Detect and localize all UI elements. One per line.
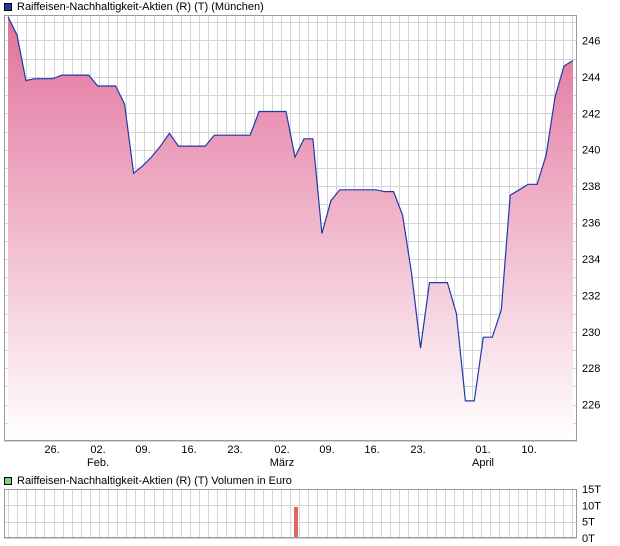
volume-legend-swatch — [4, 477, 12, 485]
x-tick-label: 23. — [227, 444, 242, 456]
volume-bar — [294, 507, 298, 538]
volume-y-tick-label: 15T — [582, 484, 601, 496]
y-tick-label: 234 — [582, 254, 600, 266]
volume-y-tick-label: 5T — [582, 517, 595, 529]
y-tick-label: 226 — [582, 400, 600, 412]
price-legend-swatch — [4, 3, 12, 11]
price-legend-label: Raiffeisen-Nachhaltigkeit-Aktien (R) (T)… — [17, 1, 264, 13]
price-line — [7, 16, 574, 402]
y-tick-label: 242 — [582, 108, 600, 120]
x-tick-label: 16. — [181, 444, 196, 456]
x-tick-label: 16. — [364, 444, 379, 456]
y-tick-label: 232 — [582, 290, 600, 302]
y-tick-label: 240 — [582, 145, 600, 157]
volume-legend: Raiffeisen-Nachhaltigkeit-Aktien (R) (T)… — [4, 474, 292, 488]
x-month-label: Feb. — [87, 457, 109, 469]
x-month-label: März — [270, 457, 294, 469]
y-tick-label: 228 — [582, 363, 600, 375]
price-legend: Raiffeisen-Nachhaltigkeit-Aktien (R) (T)… — [4, 0, 264, 14]
y-tick-label: 244 — [582, 72, 600, 84]
price-area — [8, 16, 573, 442]
price-plot-frame — [4, 15, 577, 441]
volume-plot-frame — [4, 489, 577, 538]
volume-y-tick-label: 0T — [582, 533, 595, 545]
x-tick-label: 09. — [135, 444, 150, 456]
y-tick-label: 236 — [582, 218, 600, 230]
volume-legend-label: Raiffeisen-Nachhaltigkeit-Aktien (R) (T)… — [17, 475, 292, 487]
x-tick-label: 26. — [44, 444, 59, 456]
x-tick-label: 02. — [90, 444, 105, 456]
volume-y-tick-label: 10T — [582, 500, 601, 512]
x-tick-label: 10. — [521, 444, 536, 456]
x-tick-label: 01. — [475, 444, 490, 456]
y-tick-label: 246 — [582, 35, 600, 47]
x-month-label: April — [472, 457, 494, 469]
y-tick-label: 238 — [582, 181, 600, 193]
y-tick-label: 230 — [582, 327, 600, 339]
volume-vertical-grid — [8, 489, 573, 538]
x-tick-label: 02. — [274, 444, 289, 456]
x-tick-label: 09. — [319, 444, 334, 456]
x-tick-label: 23. — [410, 444, 425, 456]
